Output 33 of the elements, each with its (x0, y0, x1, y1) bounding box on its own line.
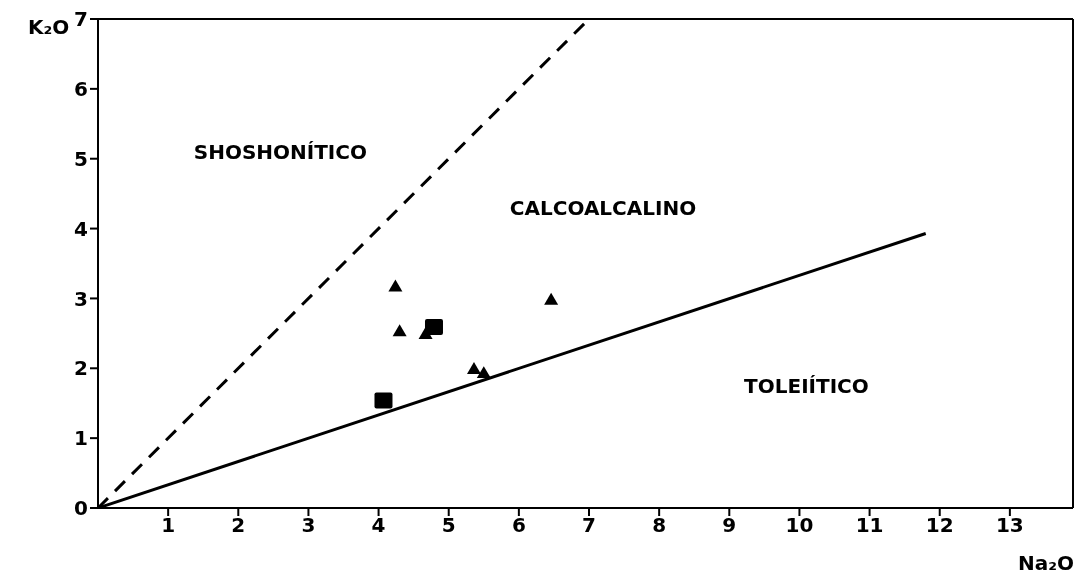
y-tick-label: 0 (74, 496, 88, 521)
y-tick-label: 4 (74, 216, 88, 241)
point (544, 292, 559, 305)
y-axis-title: K₂O (28, 15, 70, 39)
point (424, 319, 443, 336)
x-tick-label: 4 (371, 513, 386, 538)
y-tick-label: 7 (74, 7, 88, 32)
x-tick-label: 2 (231, 513, 246, 538)
x-tick-label: 11 (855, 513, 884, 538)
point (388, 279, 403, 292)
y-tick-label: 3 (74, 286, 88, 311)
point (466, 361, 481, 374)
annotation: CALCOALCALINO (509, 195, 697, 220)
point (476, 366, 491, 379)
y-tick-label: 2 (74, 356, 88, 381)
x-tick-label: 6 (511, 513, 526, 538)
x-tick-label: 12 (925, 513, 954, 538)
point (392, 324, 407, 337)
x-axis-title: Na₂O (1018, 551, 1074, 575)
x-tick-label: 9 (722, 513, 737, 538)
x-tick-label: 10 (785, 513, 814, 538)
y-tick-label: 6 (74, 76, 88, 101)
y-tick-label: 1 (74, 426, 88, 451)
point (374, 392, 393, 409)
x-tick-label: 7 (582, 513, 596, 538)
x-tick-label: 5 (441, 513, 456, 538)
y-tick-label: 5 (74, 146, 88, 171)
x-tick-label: 8 (652, 513, 667, 538)
x-tick-label: 3 (301, 513, 316, 538)
x-tick-label: 1 (161, 513, 176, 538)
annotation: TOLEIÍTICO (744, 373, 869, 398)
x-tick-label: 13 (995, 513, 1024, 538)
annotation: SHOSHONÍTICO (193, 139, 367, 164)
